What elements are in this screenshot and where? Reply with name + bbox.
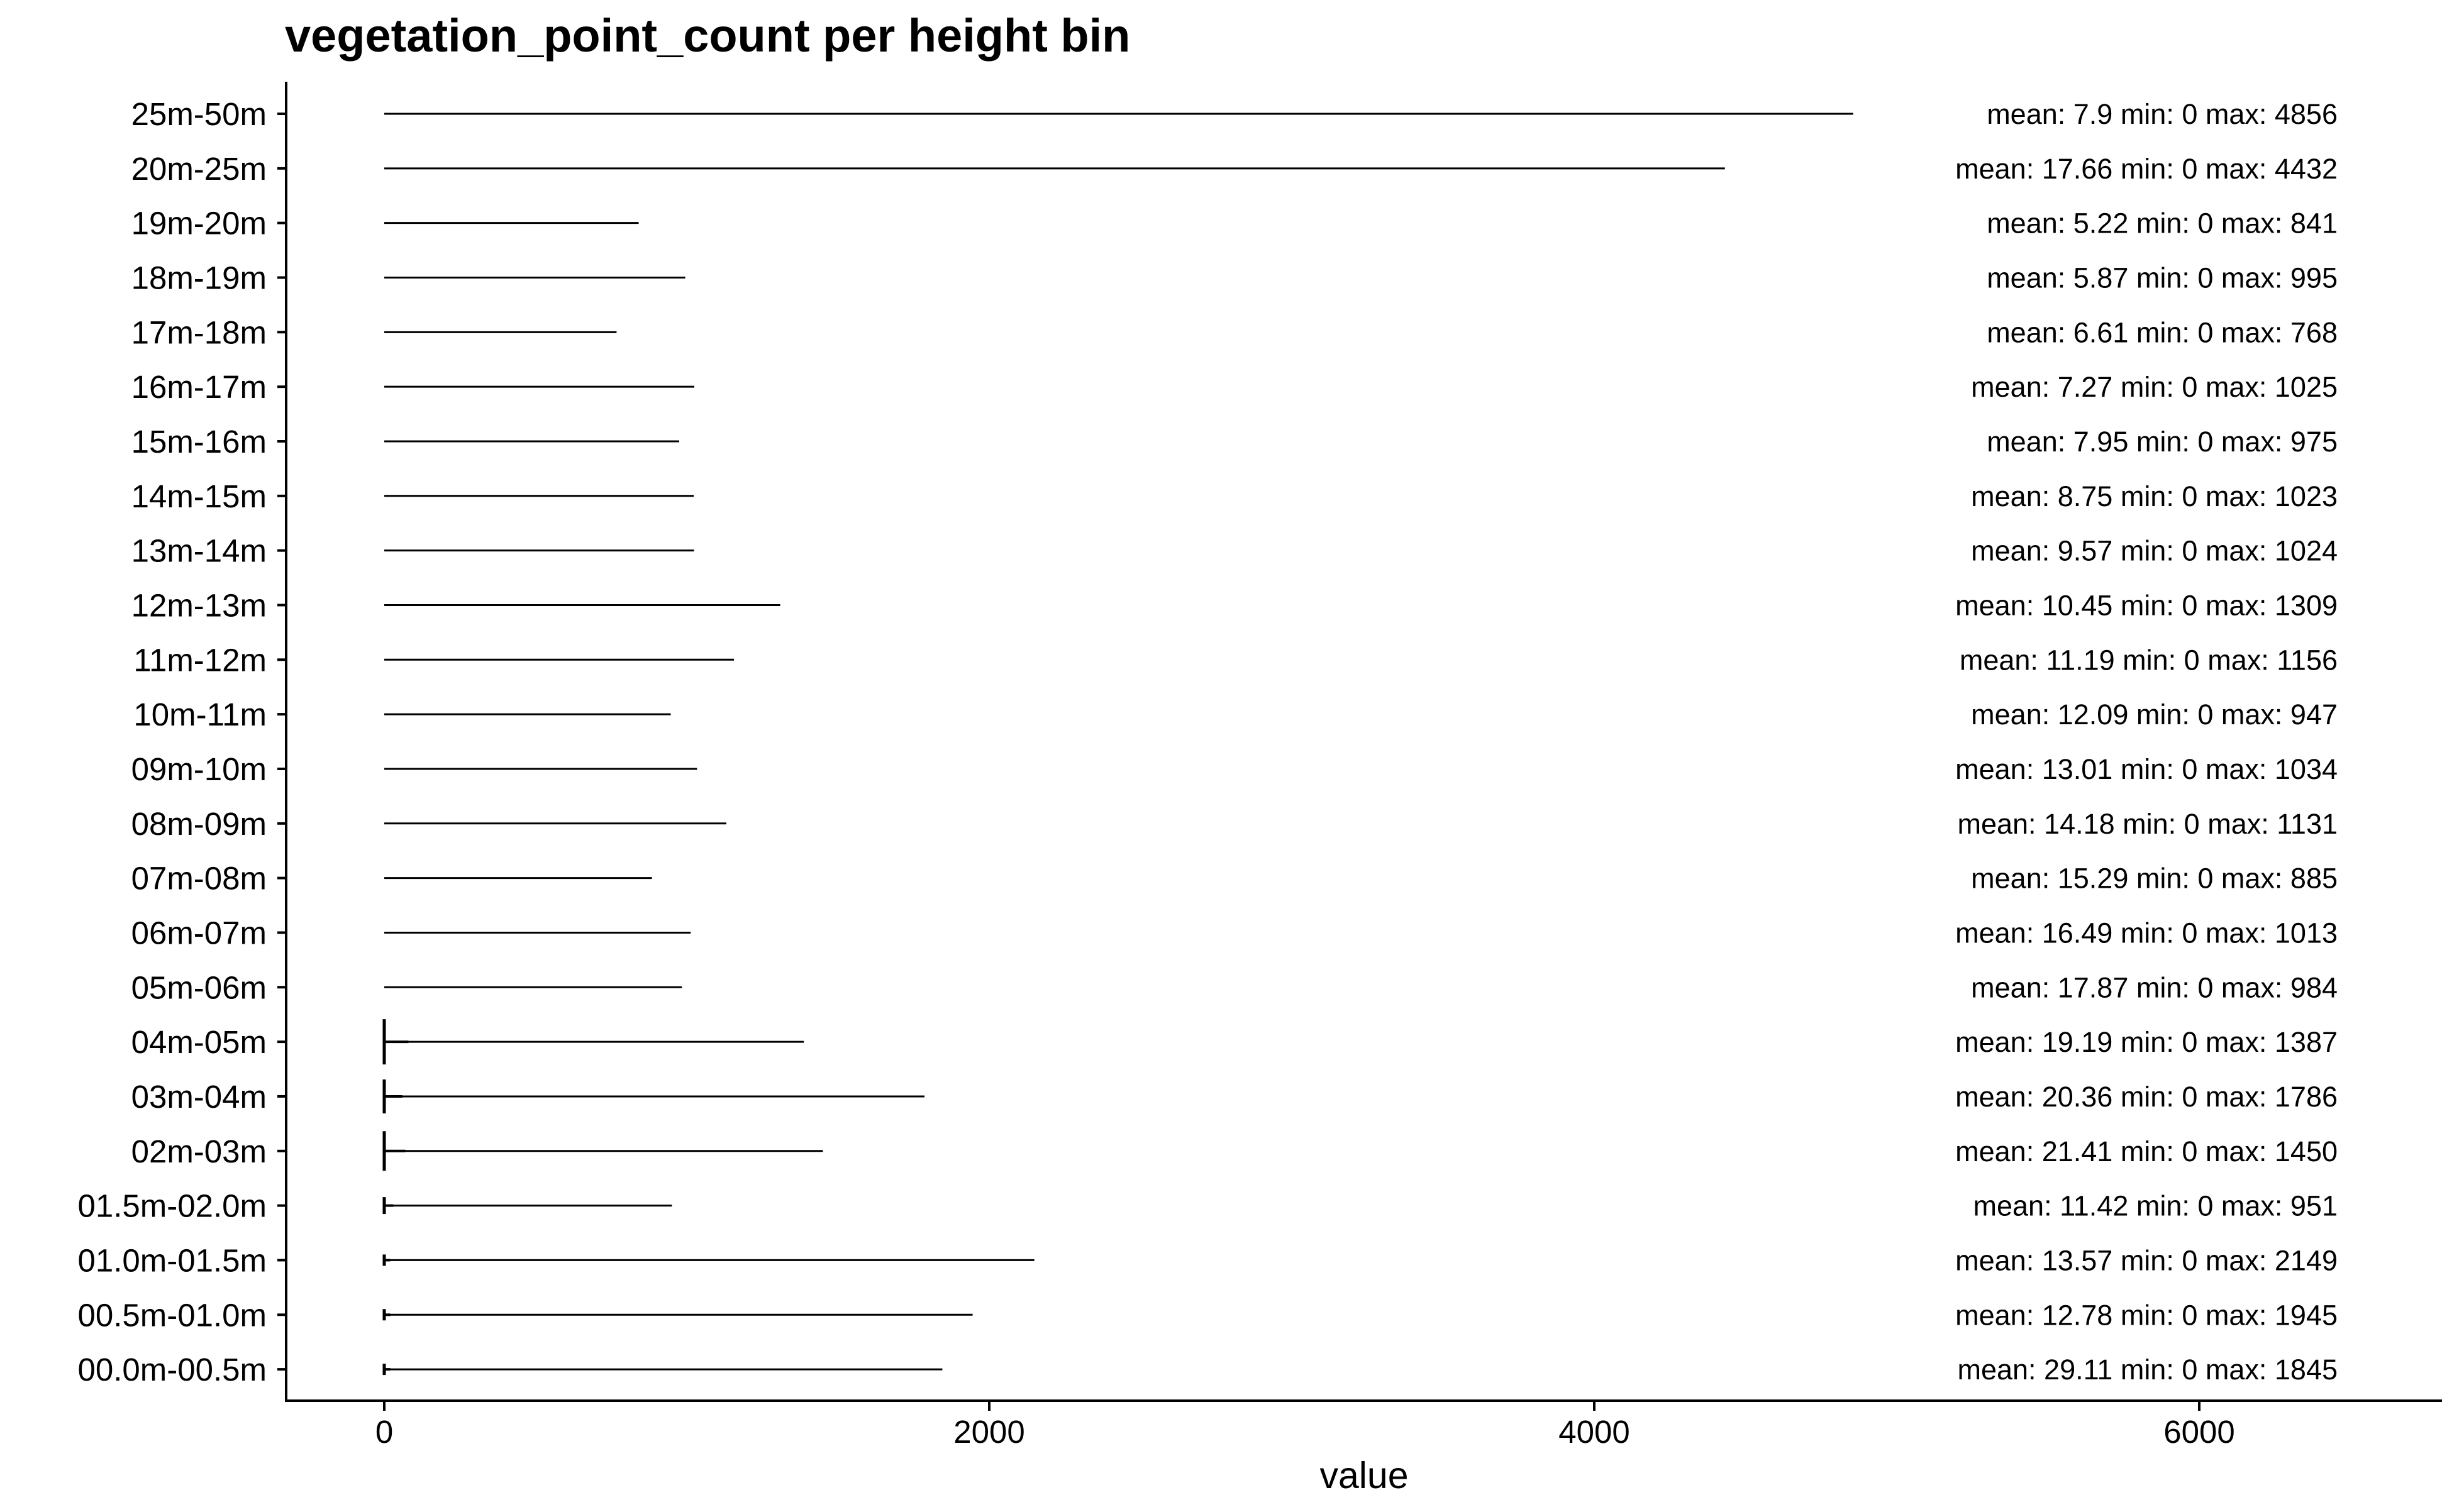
y-tick-label: 08m-09m: [131, 806, 267, 842]
row-annotation: mean: 5.22 min: 0 max: 841: [1987, 207, 2338, 240]
y-tick-label: 10m-11m: [133, 697, 267, 732]
y-tick-label: 05m-06m: [131, 969, 267, 1005]
y-tick-label: 14m-15m: [131, 478, 267, 514]
box-row: 18m-19m mean: 5.87 min: 0 max: 995: [131, 260, 2338, 295]
box-row: 15m-16m mean: 7.95 min: 0 max: 975: [131, 424, 2338, 460]
y-tick-label: 04m-05m: [131, 1024, 267, 1060]
y-tick-label: 02m-03m: [131, 1134, 267, 1169]
rows-group: 25m-50m mean: 7.9 min: 0 max: 4856 20m-25m…: [78, 96, 2338, 1388]
box-row: 14m-15m mean: 8.75 min: 0 max: 1023: [131, 478, 2338, 514]
y-tick-label: 00.5m-01.0m: [78, 1297, 267, 1333]
box-row: 09m-10m mean: 13.01 min: 0 max: 1034: [131, 751, 2338, 787]
box-row: 16m-17m mean: 7.27 min: 0 max: 1025: [131, 369, 2338, 405]
y-tick-label: 15m-16m: [131, 424, 267, 460]
row-annotation: mean: 12.09 min: 0 max: 947: [1971, 698, 2338, 731]
row-annotation: mean: 21.41 min: 0 max: 1450: [1955, 1135, 2338, 1167]
y-tick-label: 13m-14m: [131, 533, 267, 569]
y-tick-label: 06m-07m: [131, 915, 267, 951]
box-row: 00.5m-01.0m mean: 12.78 min: 0 max: 1945: [78, 1297, 2338, 1333]
y-tick-label: 01.0m-01.5m: [78, 1242, 267, 1278]
row-annotation: mean: 19.19 min: 0 max: 1387: [1955, 1026, 2338, 1058]
y-tick-label: 09m-10m: [131, 751, 267, 787]
row-annotation: mean: 17.66 min: 0 max: 4432: [1955, 153, 2338, 185]
row-annotation: mean: 17.87 min: 0 max: 984: [1971, 971, 2338, 1003]
row-annotation: mean: 5.87 min: 0 max: 995: [1987, 262, 2338, 294]
y-tick-label: 16m-17m: [131, 369, 267, 405]
box-row: 04m-05m mean: 19.19 min: 0 max: 1387: [131, 1019, 2338, 1065]
row-annotation: mean: 15.29 min: 0 max: 885: [1971, 863, 2338, 895]
row-annotation: mean: 11.19 min: 0 max: 1156: [1960, 644, 2338, 676]
row-annotation: mean: 9.57 min: 0 max: 1024: [1971, 535, 2338, 567]
box-row: 05m-06m mean: 17.87 min: 0 max: 984: [131, 969, 2338, 1005]
row-annotation: mean: 10.45 min: 0 max: 1309: [1955, 589, 2338, 621]
y-tick-label: 19m-20m: [131, 206, 267, 241]
box-row: 00.0m-00.5m mean: 29.11 min: 0 max: 1845: [78, 1352, 2338, 1388]
y-tick-label: 03m-04m: [131, 1079, 267, 1115]
row-annotation: mean: 7.27 min: 0 max: 1025: [1971, 371, 2338, 403]
row-annotation: mean: 20.36 min: 0 max: 1786: [1955, 1081, 2338, 1113]
box-row: 03m-04m mean: 20.36 min: 0 max: 1786: [131, 1079, 2338, 1115]
box-row: 12m-13m mean: 10.45 min: 0 max: 1309: [131, 587, 2338, 623]
y-tick-label: 20m-25m: [131, 151, 267, 187]
box-row: 25m-50m mean: 7.9 min: 0 max: 4856: [131, 96, 2338, 132]
row-annotation: mean: 13.57 min: 0 max: 2149: [1955, 1244, 2338, 1276]
box-row: 13m-14m mean: 9.57 min: 0 max: 1024: [131, 533, 2338, 569]
box-row: 10m-11m mean: 12.09 min: 0 max: 947: [133, 697, 2338, 732]
x-tick-label: 2000: [953, 1414, 1024, 1450]
row-annotation: mean: 14.18 min: 0 max: 1131: [1957, 808, 2338, 840]
box-row: 02m-03m mean: 21.41 min: 0 max: 1450: [131, 1131, 2338, 1171]
box-row: 11m-12m mean: 11.19 min: 0 max: 1156: [133, 642, 2338, 678]
row-annotation: mean: 12.78 min: 0 max: 1945: [1955, 1299, 2338, 1331]
y-tick-label: 11m-12m: [133, 642, 267, 678]
x-tick-label: 0: [375, 1414, 393, 1450]
y-tick-label: 00.0m-00.5m: [78, 1352, 267, 1388]
x-tick-label: 4000: [1558, 1414, 1629, 1450]
row-annotation: mean: 6.61 min: 0 max: 768: [1987, 316, 2338, 348]
y-tick-label: 07m-08m: [131, 861, 267, 897]
x-ticks-group: 0 2000 4000 6000: [375, 1401, 2235, 1450]
row-annotation: mean: 13.01 min: 0 max: 1034: [1955, 753, 2338, 785]
y-tick-label: 01.5m-02.0m: [78, 1188, 267, 1224]
chart-title: vegetation_point_count per height bin: [285, 9, 1130, 62]
box-row: 17m-18m mean: 6.61 min: 0 max: 768: [131, 314, 2338, 350]
row-annotation: mean: 16.49 min: 0 max: 1013: [1955, 917, 2338, 949]
row-annotation: mean: 7.9 min: 0 max: 4856: [1987, 98, 2338, 130]
row-annotation: mean: 11.42 min: 0 max: 951: [1973, 1190, 2338, 1222]
box-row: 01.5m-02.0m mean: 11.42 min: 0 max: 951: [78, 1188, 2338, 1224]
x-axis-label: value: [1319, 1455, 1408, 1496]
box-row: 08m-09m mean: 14.18 min: 0 max: 1131: [131, 806, 2338, 842]
x-tick-label: 6000: [2163, 1414, 2234, 1450]
row-annotation: mean: 29.11 min: 0 max: 1845: [1957, 1354, 2338, 1386]
y-tick-label: 25m-50m: [131, 96, 267, 132]
row-annotation: mean: 7.95 min: 0 max: 975: [1987, 426, 2338, 458]
box-row: 06m-07m mean: 16.49 min: 0 max: 1013: [131, 915, 2338, 951]
box-row: 19m-20m mean: 5.22 min: 0 max: 841: [131, 206, 2338, 241]
y-tick-label: 18m-19m: [131, 260, 267, 295]
box-row: 07m-08m mean: 15.29 min: 0 max: 885: [131, 861, 2338, 897]
row-annotation: mean: 8.75 min: 0 max: 1023: [1971, 480, 2338, 512]
y-tick-label: 17m-18m: [131, 314, 267, 350]
y-tick-label: 12m-13m: [131, 587, 267, 623]
box-row: 20m-25m mean: 17.66 min: 0 max: 4432: [131, 151, 2338, 187]
box-row: 01.0m-01.5m mean: 13.57 min: 0 max: 2149: [78, 1242, 2338, 1278]
